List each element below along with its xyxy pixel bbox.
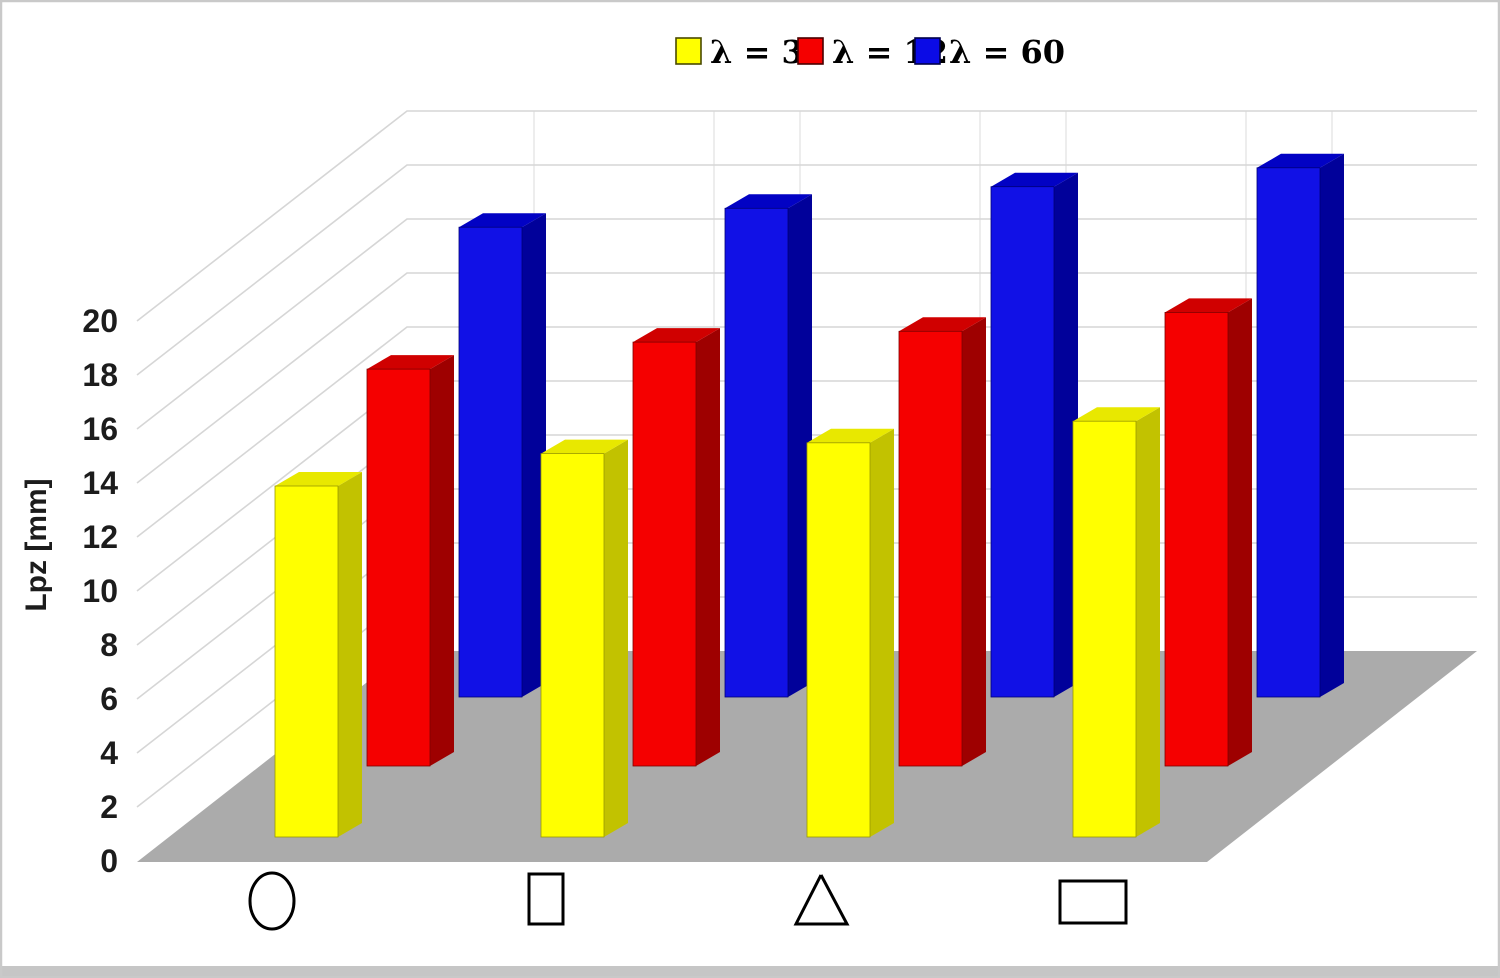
bar-side-face <box>696 328 720 766</box>
bar-top-face <box>633 328 720 343</box>
y-axis-title: Lpz [mm] <box>20 478 53 611</box>
bar-front-face <box>274 485 339 838</box>
bar-series2-cat2 <box>990 172 1078 698</box>
bar-series0-cat1 <box>540 439 628 838</box>
legend-swatch <box>675 37 702 65</box>
gridline <box>136 218 1477 430</box>
y-tick-label: 12 <box>82 519 118 555</box>
y-tick-label: 8 <box>100 627 118 663</box>
bar-series1-cat3 <box>1164 298 1252 767</box>
bar-front-face <box>458 226 523 698</box>
bar-series2-cat3 <box>1256 153 1344 698</box>
bar-front-face <box>1256 167 1321 698</box>
bar-top-face <box>991 172 1078 187</box>
bar-top-face <box>459 213 546 228</box>
bar-side-face <box>1136 407 1160 837</box>
bar-front-face <box>366 368 431 767</box>
y-tick-label: 6 <box>100 681 118 717</box>
bar-front-face <box>632 341 697 767</box>
bar-front-face <box>898 330 963 767</box>
bar-front-face <box>540 453 605 838</box>
bar-top-face <box>725 194 812 209</box>
x-axis-category-symbols <box>248 871 1128 931</box>
vertical-rectangle-symbol <box>527 872 565 926</box>
legend-swatch <box>797 37 824 65</box>
y-tick-label: 20 <box>82 303 118 339</box>
bar-series0-cat0 <box>274 472 362 838</box>
bar-top-face <box>275 472 362 486</box>
bar-front-face <box>806 442 871 838</box>
y-tick-label: 16 <box>82 411 118 447</box>
gridline <box>136 272 1477 484</box>
bar-side-face <box>1054 172 1078 697</box>
bar-side-face <box>338 472 362 837</box>
bar-top-face <box>1073 407 1160 422</box>
bars <box>274 153 1344 838</box>
bar-side-face <box>1320 153 1344 698</box>
y-tick-label: 18 <box>82 357 118 393</box>
legend-item: λ = 60 <box>914 33 1065 71</box>
circle-symbol <box>248 871 296 931</box>
bar-side-face <box>522 213 546 697</box>
bar-front-face <box>1072 420 1137 838</box>
legend-swatch <box>914 37 941 65</box>
bar-series1-cat1 <box>632 328 720 767</box>
legend-item: λ = 3 <box>675 33 804 71</box>
bar-side-face <box>788 194 812 698</box>
legend-label: λ = 3 <box>710 33 804 71</box>
bar-top-face <box>367 355 454 370</box>
bar-side-face <box>870 428 894 837</box>
bar-series1-cat0 <box>366 355 454 767</box>
bar-top-face <box>541 439 628 454</box>
horizontal-rectangle-symbol <box>1058 879 1128 925</box>
y-tick-label: 0 <box>100 843 118 879</box>
triangle-symbol <box>793 874 850 926</box>
gridline <box>136 164 1477 376</box>
bar-top-face <box>1165 298 1252 313</box>
y-tick-label: 10 <box>82 573 118 609</box>
gridline <box>136 110 1477 322</box>
bar-front-face <box>724 207 789 698</box>
bar-series0-cat3 <box>1072 407 1160 838</box>
bar-front-face <box>1164 311 1229 767</box>
y-tick-label: 14 <box>82 465 118 501</box>
bar-top-face <box>1257 153 1344 168</box>
bar-top-face <box>807 428 894 443</box>
legend-label: λ = 60 <box>949 33 1065 71</box>
y-axis-tick-labels: 0 2 4 6 8 10 12 14 16 18 20 <box>82 303 118 879</box>
bar-series0-cat2 <box>806 428 894 838</box>
bottom-band <box>0 966 1500 978</box>
y-tick-label: 4 <box>100 735 118 771</box>
bar-series2-cat0 <box>458 213 546 698</box>
bar-series1-cat2 <box>898 317 986 767</box>
bar-side-face <box>430 355 454 766</box>
bar-series2-cat1 <box>724 194 812 698</box>
bar-side-face <box>604 439 628 837</box>
gridline <box>136 326 1477 538</box>
bar-side-face <box>1228 298 1252 766</box>
y-tick-label: 2 <box>100 789 118 825</box>
bar-top-face <box>899 317 986 332</box>
bar-front-face <box>990 186 1055 698</box>
bar-side-face <box>962 317 986 766</box>
